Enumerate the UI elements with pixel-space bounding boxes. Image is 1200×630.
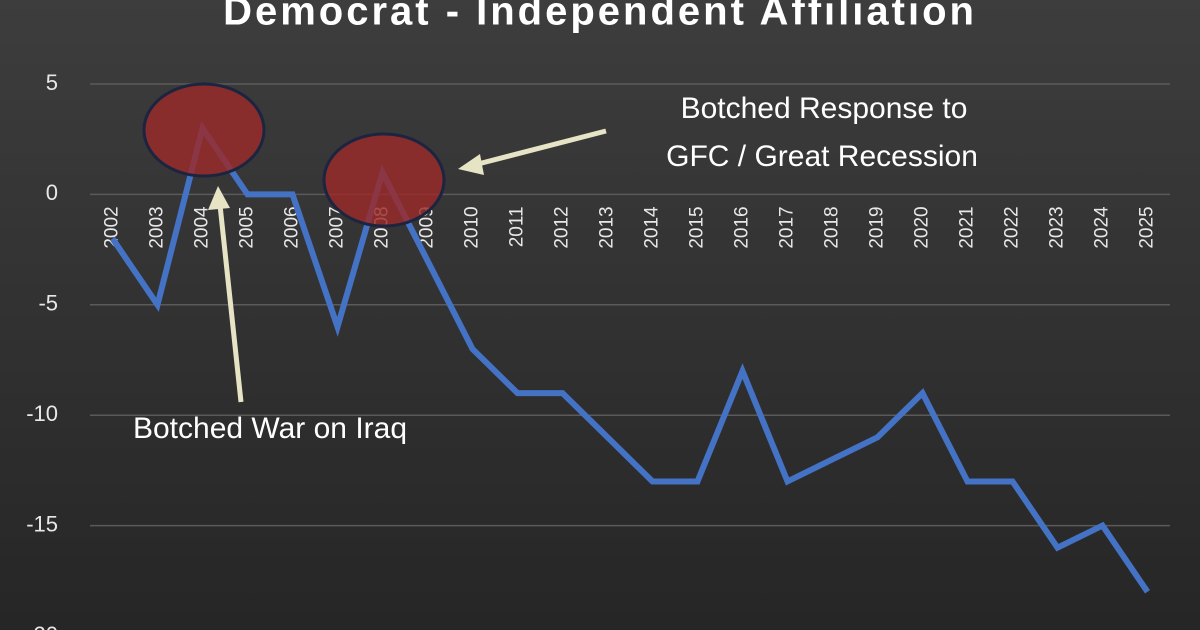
chart-title: Democrat - Independent Affiliation [223,0,977,34]
y-tick-label: -20 [26,622,58,630]
highlight-circle [322,132,446,228]
x-tick-label: 2015 [687,206,708,248]
arrow-head [458,154,484,175]
x-tick-label: 2011 [507,206,528,247]
annotation: Botched Response to [681,92,968,125]
x-tick-label: 2002 [102,206,123,248]
annotation: Botched War on Iraq [133,412,407,445]
plot [110,120,1150,594]
arrow-head [208,186,230,210]
arrow [217,204,244,403]
x-tick-label: 2013 [597,206,618,248]
grid: -20-15-10-505200220032004200520062007200… [26,70,1170,630]
x-tick-label: 2007 [327,206,348,248]
data-line [110,120,1150,594]
x-tick-label: 2021 [957,206,978,248]
y-tick-label: -10 [26,401,58,426]
x-tick-label: 2003 [147,206,168,248]
x-tick-label: 2020 [912,206,933,248]
y-tick-label: -5 [38,291,58,316]
x-tick-label: 2014 [642,206,663,249]
highlight-circle [142,82,266,178]
x-tick-label: 2004 [192,206,213,249]
x-tick-label: 2023 [1047,206,1068,248]
annotation: GFC / Great Recession [666,140,978,173]
x-tick-label: 2005 [237,206,258,248]
y-tick-label: -15 [26,511,58,536]
x-tick-label: 2017 [777,206,798,248]
x-tick-label: 2025 [1137,206,1158,248]
x-tick-label: 2012 [552,206,573,248]
x-tick-label: 2016 [732,206,753,248]
y-tick-label: 0 [46,180,58,205]
y-tick-label: 5 [46,70,58,95]
x-tick-label: 2022 [1002,206,1023,248]
x-tick-label: 2024 [1092,206,1113,249]
arrow [477,128,607,167]
x-tick-label: 2010 [462,206,483,248]
x-tick-label: 2018 [822,206,843,248]
x-tick-label: 2019 [867,206,888,248]
